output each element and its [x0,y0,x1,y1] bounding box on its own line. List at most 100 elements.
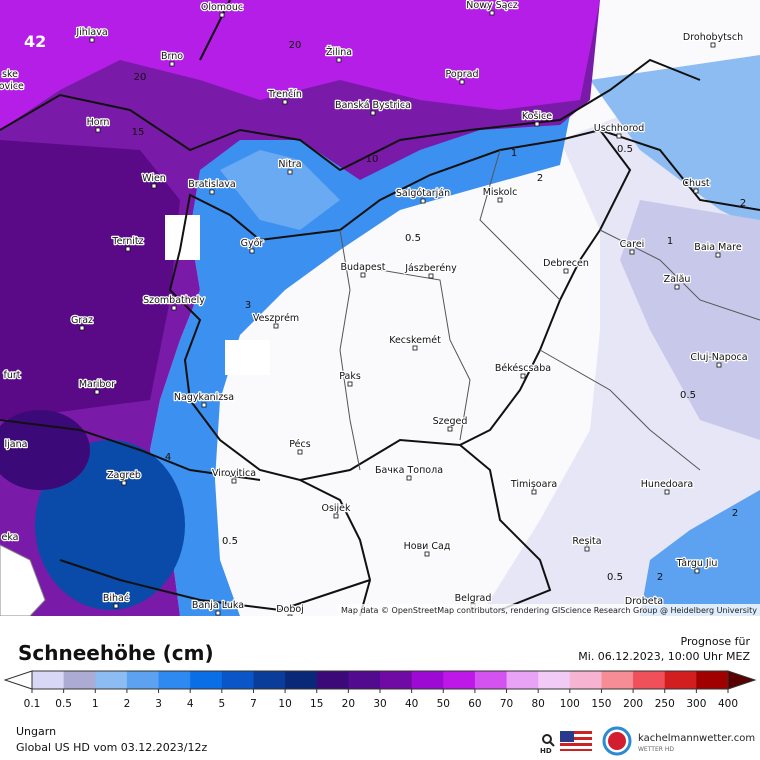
city-marker [347,381,353,387]
city-marker [171,305,177,311]
city-marker [333,513,339,519]
city-label: Belgrad [455,593,492,604]
city-marker [79,325,85,331]
colorbar-swatch [316,671,349,689]
no-data-patch [225,340,270,375]
city-label: Olomouc [201,2,243,13]
colorbar-tick-label: 100 [560,698,580,710]
contour-label: 20 [289,40,302,51]
colorbar-swatch [601,671,634,689]
colorbar-swatch [63,671,96,689]
city-label: Kecskemét [389,335,441,346]
snow-area-lavender [620,200,760,440]
colorbar-tick-label: 60 [468,698,481,710]
city-label: Nitra [278,159,301,170]
city-marker [674,284,680,290]
city-marker [360,272,366,278]
contour-label: 2 [657,572,663,583]
city-marker [336,57,342,63]
city-marker [297,449,303,455]
attribution: Map data © OpenStreetMap contributors, r… [341,606,757,615]
city-label: Uschhorod [594,123,645,134]
city-marker [125,246,131,252]
contour-label: 0.5 [617,144,633,155]
colorbar-swatch [443,671,476,689]
city-marker [497,197,503,203]
city-label: Brno [161,51,183,62]
city-label: Zalău [664,274,691,285]
colorbar-tick-label: 4 [187,698,194,710]
city-label: Poprad [446,69,479,80]
contour-label: 15 [132,127,145,138]
city-marker [201,402,207,408]
colorbar-tick-label: 10 [278,698,291,710]
city-label: Debrecen [543,258,589,269]
city-label: Szombathely [143,295,205,306]
city-label: Osijek [321,503,351,514]
city-marker [287,614,293,616]
city-label: Budapest [341,262,386,273]
colorbar-tick-label: 1 [92,698,99,710]
colorbar-low-arrow [3,670,33,690]
city-marker [534,121,540,127]
city-marker [629,249,635,255]
city-label: Salgótarján [396,188,450,199]
colorbar-tick-label: 7 [250,698,257,710]
city-label: Jászberény [404,263,457,274]
city-marker [95,127,101,133]
region: Ungarn [16,725,56,738]
snow-area-dark-purple [0,140,180,420]
city-label: Timișoara [510,479,557,490]
city-marker [447,426,453,432]
city-label: Banská Bystrica [335,100,411,111]
colorbar-high-arrow [727,670,757,690]
city-marker [563,268,569,274]
contour-label: 4 [165,452,171,463]
city-marker [664,489,670,495]
colorbar-tick-label: 0.1 [24,698,41,710]
city-marker [428,273,434,279]
city-marker [420,198,426,204]
city-label: Pécs [289,439,310,450]
brand-sub: WETTER HD [638,746,674,753]
city-marker [151,183,157,189]
city-marker [231,478,237,484]
colorbar-tick-label: 150 [591,698,611,710]
corner-label: 42 [24,32,46,51]
colorbar-swatch [126,671,160,689]
city-label: Békéscsaba [495,363,551,374]
city-marker [412,345,418,351]
snow-area-light [480,60,760,616]
city-marker [693,188,699,194]
flag-canton [560,731,574,742]
contour-label: 10 [366,154,379,165]
colorbar-tick-label: 40 [405,698,418,710]
city-marker [459,79,465,85]
city-label: Cluj-Napoca [690,352,747,363]
city-label: Veszprém [253,313,299,324]
edge-label: furt [4,370,21,381]
colorbar-swatch [190,671,223,689]
city-marker [209,189,215,195]
brand: kachelmannwetter.com [638,733,755,744]
city-label: Baia Mare [694,242,742,253]
city-label: Győr [241,238,264,249]
city-label: Banja Luka [192,600,244,611]
city-label: Graz [71,315,93,326]
contour-label: 2 [537,173,543,184]
colorbar-swatch [569,671,602,689]
colorbar-swatch [95,671,128,689]
colorbar-tick-label: 80 [531,698,544,710]
colorbar-tick-label: 50 [437,698,450,710]
zoom-icon[interactable] [542,734,552,744]
colorbar-swatch [411,671,444,689]
us-flag[interactable] [560,731,592,751]
city-label: Maribor [79,379,115,390]
city-label: Trenčín [267,89,302,100]
city-label: Szeged [433,416,468,427]
colorbar-swatch [696,671,729,689]
edge-label: ske [2,69,18,80]
city-label: Бачка Топола [375,465,443,476]
contour-label: 0.5 [607,572,623,583]
